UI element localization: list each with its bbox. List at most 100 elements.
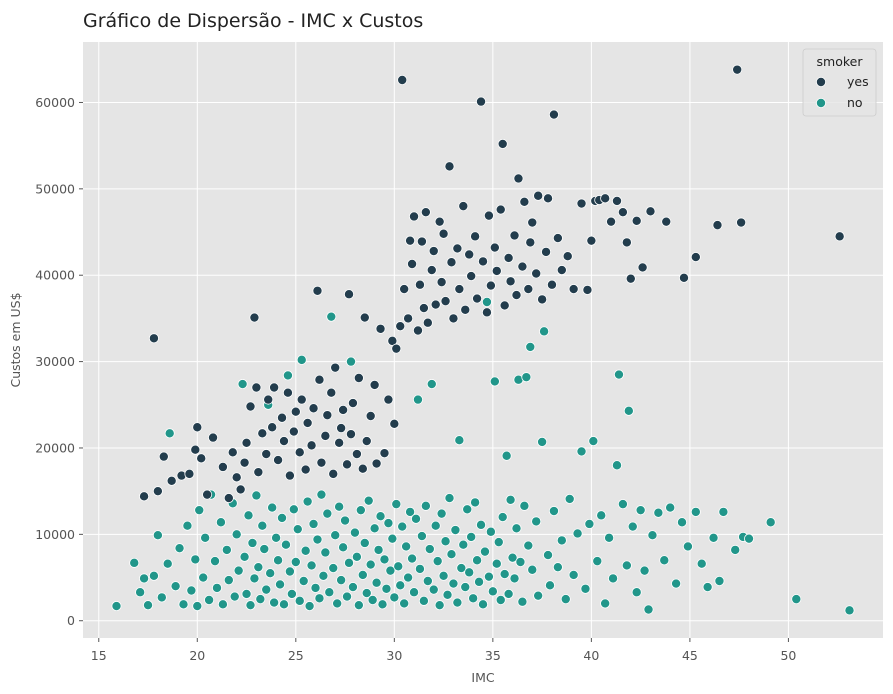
- data-point-no: [708, 532, 719, 543]
- data-point-no: [458, 539, 469, 550]
- data-point-no: [210, 556, 221, 567]
- data-point-yes: [231, 472, 242, 483]
- data-point-yes: [452, 243, 463, 254]
- data-point-yes: [284, 470, 295, 481]
- data-point-yes: [148, 333, 159, 344]
- data-point-yes: [294, 447, 305, 458]
- data-point-no: [322, 508, 333, 519]
- data-point-no: [233, 565, 244, 576]
- data-point-yes: [383, 394, 394, 405]
- data-point-yes: [552, 233, 563, 244]
- data-point-no: [393, 561, 404, 572]
- y-tick-label: 20000: [35, 440, 75, 455]
- data-point-no: [765, 517, 776, 528]
- data-point-yes: [548, 109, 559, 120]
- data-point-no: [487, 586, 498, 597]
- data-point-no: [344, 557, 355, 568]
- data-point-yes: [464, 249, 475, 260]
- data-point-yes: [434, 216, 445, 227]
- data-point-no: [430, 520, 441, 531]
- data-point-no: [204, 594, 215, 605]
- data-point-yes: [531, 268, 542, 279]
- data-point-yes: [533, 190, 544, 201]
- data-point-no: [273, 555, 284, 566]
- data-point-no: [440, 536, 451, 547]
- data-point-yes: [631, 215, 642, 226]
- y-axis-label: Custos em US$: [8, 292, 23, 387]
- data-point-yes: [458, 201, 469, 212]
- data-point-no: [485, 526, 496, 537]
- data-point-no: [432, 556, 443, 567]
- data-point-no: [665, 502, 676, 513]
- data-point-yes: [617, 207, 628, 218]
- data-point-yes: [342, 459, 353, 470]
- data-point-no: [288, 504, 299, 515]
- data-point-no: [499, 569, 510, 580]
- data-point-no: [702, 582, 713, 593]
- data-point-yes: [527, 217, 538, 228]
- data-point-no: [608, 573, 619, 584]
- data-point-yes: [391, 343, 402, 354]
- data-point-no: [497, 512, 508, 523]
- data-point-no: [517, 596, 528, 607]
- data-point-no: [312, 534, 323, 545]
- data-point-yes: [477, 256, 488, 267]
- data-point-yes: [251, 382, 262, 393]
- data-point-yes: [513, 173, 524, 184]
- data-point-no: [537, 436, 548, 447]
- data-point-no: [647, 530, 658, 541]
- data-point-no: [653, 507, 664, 518]
- data-point-yes: [288, 426, 299, 437]
- data-point-no: [395, 580, 406, 591]
- data-point-no: [466, 531, 477, 542]
- data-point-no: [696, 558, 707, 569]
- data-point-no: [420, 500, 431, 511]
- data-point-yes: [562, 251, 573, 262]
- data-point-no: [332, 598, 343, 609]
- data-point-no: [397, 521, 408, 532]
- x-tick-label: 15: [91, 648, 107, 663]
- data-point-yes: [336, 423, 347, 434]
- data-point-no: [345, 356, 356, 367]
- data-point-no: [617, 499, 628, 510]
- data-point-no: [369, 523, 380, 534]
- data-point-yes: [491, 265, 502, 276]
- data-point-no: [483, 571, 494, 582]
- data-point-yes: [235, 484, 246, 495]
- x-tick-label: 50: [780, 648, 796, 663]
- data-point-no: [623, 405, 634, 416]
- data-point-no: [292, 524, 303, 535]
- y-tick-label: 40000: [35, 268, 75, 283]
- data-point-no: [639, 565, 650, 576]
- data-point-yes: [436, 277, 447, 288]
- data-point-no: [385, 565, 396, 576]
- data-point-yes: [611, 195, 622, 206]
- data-point-no: [744, 533, 755, 544]
- data-point-no: [414, 563, 425, 574]
- data-point-yes: [409, 211, 420, 222]
- data-point-no: [200, 532, 211, 543]
- x-axis-label: IMC: [471, 670, 494, 685]
- data-point-no: [446, 549, 457, 560]
- data-point-no: [424, 544, 435, 555]
- data-point-no: [290, 556, 301, 567]
- data-point-no: [284, 566, 295, 577]
- data-point-no: [280, 539, 291, 550]
- data-point-no: [509, 573, 520, 584]
- y-axis-ticks: 0 10000 20000 30000 40000 50000 60000: [35, 95, 83, 628]
- data-point-yes: [306, 440, 317, 451]
- data-point-no: [379, 554, 390, 565]
- data-point-yes: [158, 451, 169, 462]
- data-point-no: [282, 370, 293, 381]
- data-point-yes: [485, 280, 496, 291]
- data-point-no: [215, 517, 226, 528]
- legend-label-yes: yes: [847, 74, 869, 89]
- data-point-no: [170, 581, 181, 592]
- data-point-no: [265, 568, 276, 579]
- data-point-no: [139, 573, 150, 584]
- data-point-no: [621, 560, 632, 571]
- data-point-yes: [543, 193, 554, 204]
- data-point-yes: [483, 210, 494, 221]
- data-point-no: [588, 436, 599, 447]
- data-point-no: [296, 354, 307, 365]
